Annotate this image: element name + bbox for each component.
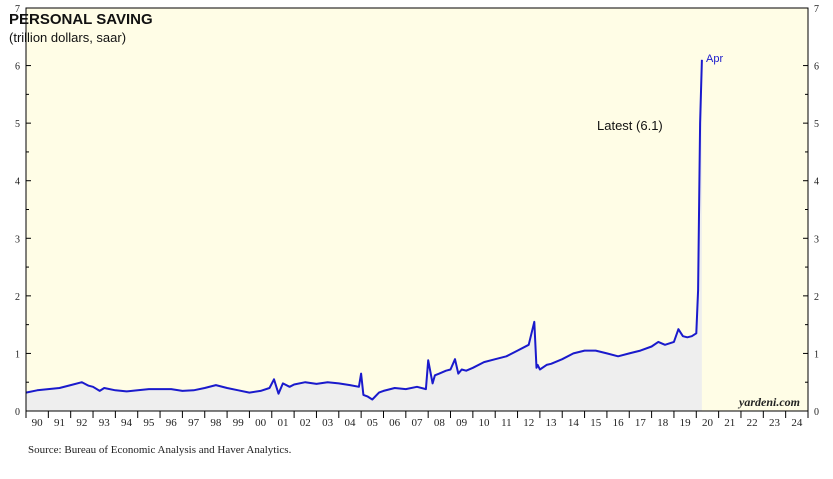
x-tick-label: 99: [233, 417, 245, 429]
series-area: [26, 59, 702, 412]
x-tick-label: 07: [412, 417, 424, 429]
x-tick-label: 91: [54, 417, 65, 429]
y-tick-label-right: 4: [814, 177, 819, 188]
x-tick-label: 12: [523, 417, 534, 429]
x-tick-label: 00: [255, 417, 267, 429]
x-tick-label: 18: [657, 417, 669, 429]
y-tick-label-left: 3: [15, 234, 20, 245]
y-tick-label-left: 6: [15, 62, 20, 73]
y-tick-label-right: 0: [814, 407, 819, 418]
x-tick-label: 96: [166, 417, 178, 429]
x-tick-label: 22: [747, 417, 758, 429]
x-tick-label: 98: [210, 417, 222, 429]
x-tick-label: 93: [99, 417, 111, 429]
x-tick-label: 13: [546, 417, 558, 429]
x-tick-label: 17: [635, 417, 647, 429]
x-tick-label: 20: [702, 417, 714, 429]
x-tick-label: 92: [76, 417, 87, 429]
brand-watermark: yardeni.com: [737, 395, 800, 409]
x-tick-label: 11: [501, 417, 512, 429]
y-tick-label-left: 5: [15, 119, 20, 130]
annotation-apr: Apr: [706, 53, 723, 65]
x-tick-label: 94: [121, 417, 133, 429]
chart-subtitle: (trillion dollars, saar): [9, 30, 126, 45]
x-tick-label: 21: [724, 417, 735, 429]
plot-frame: [25, 7, 809, 412]
chart-title: PERSONAL SAVING: [9, 11, 153, 28]
x-tick-label: 19: [680, 417, 692, 429]
source-note: Source: Bureau of Economic Analysis and …: [28, 444, 292, 456]
x-tick-label: 05: [367, 417, 379, 429]
x-tick-label: 23: [769, 417, 781, 429]
x-tick-label: 04: [344, 417, 356, 429]
series-line: [25, 59, 703, 401]
y-tick-label-left: 2: [15, 292, 20, 303]
x-tick-label: 97: [188, 417, 200, 429]
y-tick-label-right: 7: [814, 4, 819, 15]
y-tick-label-right: 2: [814, 292, 819, 303]
x-tick-label: 01: [277, 417, 288, 429]
x-tick-label: 08: [434, 417, 446, 429]
y-tick-label-left: 4: [15, 177, 20, 188]
y-tick-label-right: 6: [814, 62, 819, 73]
x-tick-label: 16: [613, 417, 625, 429]
y-tick-label-left: 1: [15, 349, 20, 360]
y-tick-label-right: 3: [814, 234, 819, 245]
x-tick-label: 09: [456, 417, 468, 429]
x-tick-label: 02: [300, 417, 311, 429]
x-tick-label: 10: [479, 417, 491, 429]
y-tick-label-left: 0: [15, 407, 20, 418]
x-tick-label: 15: [590, 417, 602, 429]
y-tick-label-right: 1: [814, 349, 819, 360]
x-tick-label: 06: [389, 417, 401, 429]
x-tick-label: 24: [791, 417, 803, 429]
x-tick-label: 14: [568, 417, 580, 429]
annotation-latest: Latest (6.1): [597, 118, 663, 133]
y-tick-label-left: 7: [15, 4, 20, 15]
x-tick-label: 95: [143, 417, 155, 429]
x-tick-label: 03: [322, 417, 334, 429]
y-tick-label-right: 5: [814, 119, 819, 130]
x-tick-label: 90: [32, 417, 44, 429]
